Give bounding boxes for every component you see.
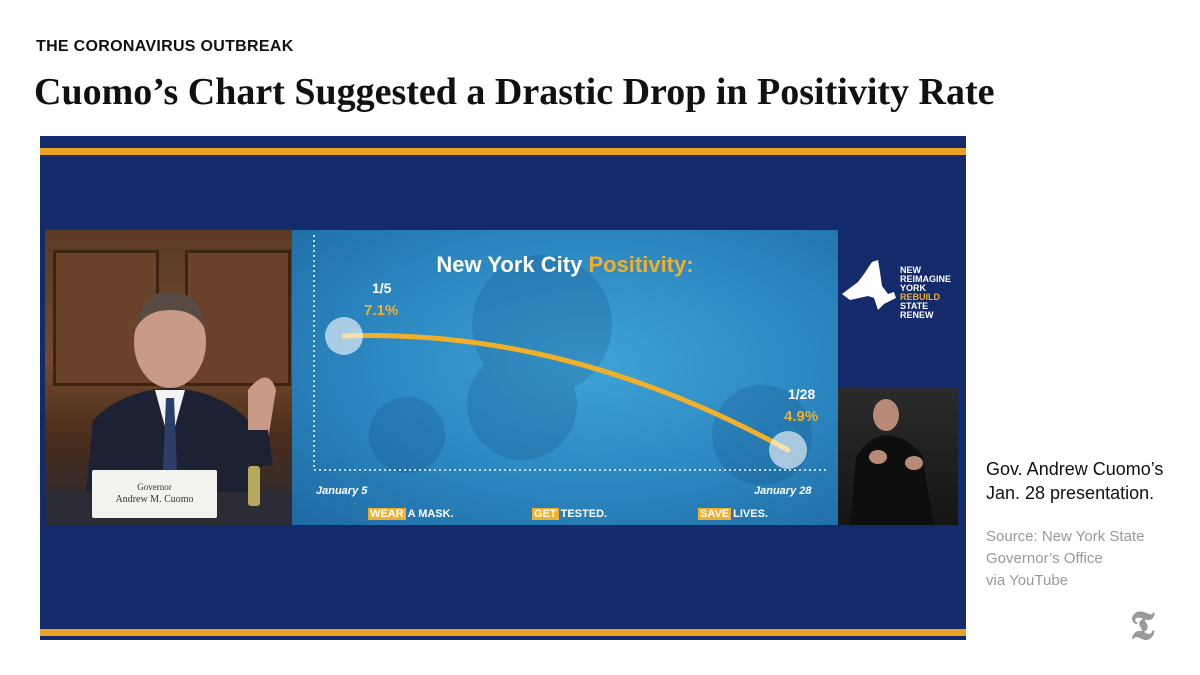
- source-line: via YouTube: [986, 572, 1069, 589]
- slogan-rest: LIVES.: [733, 508, 768, 520]
- start-value-label: 7.1%: [364, 302, 399, 319]
- headline: Cuomo’s Chart Suggested a Drastic Drop i…: [34, 71, 995, 113]
- slogan-highlight: GET: [532, 508, 559, 520]
- slogan-get-tested: GET TESTED.: [532, 508, 607, 520]
- video-frame: Governor Andrew M. Cuomo New York City P…: [40, 136, 966, 640]
- positivity-chart: [313, 235, 828, 485]
- slogan-rest: TESTED.: [560, 508, 608, 520]
- nameplate: Governor Andrew M. Cuomo: [92, 470, 217, 518]
- sanitizer-bottle: [248, 466, 260, 506]
- ny-state-logo: NEW REIMAGINE YORK REBUILD STATE RENEW: [838, 254, 958, 320]
- governor-video-panel: Governor Andrew M. Cuomo: [45, 230, 292, 525]
- slide-title-accent: Positivity:: [588, 252, 694, 277]
- x-tick-label-start: January 5: [316, 485, 368, 497]
- end-point-marker: [769, 431, 807, 469]
- caption-line: Gov. Andrew Cuomo’s: [986, 459, 1164, 479]
- logo-word: STATE RENEW: [900, 301, 934, 320]
- end-value-label: 4.9%: [784, 408, 819, 425]
- slogan-rest: A MASK.: [407, 508, 454, 520]
- slogan-wear-mask: WEAR A MASK.: [368, 508, 454, 520]
- virus-background: [369, 255, 812, 485]
- slogan-highlight: WEAR: [368, 508, 406, 520]
- logo-word: NEW REIMAGINE: [900, 265, 952, 284]
- section-kicker: THE CORONAVIRUS OUTBREAK: [36, 38, 294, 55]
- slogan-highlight: SAVE: [698, 508, 732, 520]
- interpreter-figure: [850, 399, 934, 525]
- logo-wordmark: NEW REIMAGINE YORK REBUILD STATE RENEW: [900, 266, 958, 320]
- source-credit: Source: New York State Governor’s Office…: [986, 526, 1144, 592]
- positivity-line: [341, 333, 791, 453]
- caption-line: Jan. 28 presentation.: [986, 483, 1155, 503]
- source-line: Governor’s Office: [986, 550, 1103, 567]
- nyt-t-logo-icon: 𝕿: [1130, 602, 1155, 649]
- nameplate-title: Governor: [137, 482, 172, 492]
- interpreter-video-panel: [838, 387, 958, 525]
- slogan-save-lives: SAVE LIVES.: [698, 508, 768, 520]
- start-point-marker: [325, 317, 363, 355]
- positivity-slide: New York City Positivity: 1/5 7.1% 1/28 …: [292, 230, 838, 525]
- source-line: Source: New York State: [986, 528, 1145, 545]
- logo-word: YORK REBUILD: [900, 283, 940, 302]
- ny-state-map-icon: [842, 260, 896, 310]
- bottom-stripe: [40, 629, 966, 636]
- slide-title: New York City Positivity:: [292, 252, 838, 278]
- top-stripe: [40, 148, 966, 155]
- image-caption: Gov. Andrew Cuomo’s Jan. 28 presentation…: [986, 457, 1163, 505]
- slide-title-main: New York City: [436, 252, 583, 277]
- start-date-label: 1/5: [372, 280, 392, 296]
- end-date-label: 1/28: [788, 386, 816, 402]
- nameplate-name: Andrew M. Cuomo: [115, 494, 194, 505]
- x-tick-label-end: January 28: [754, 485, 812, 497]
